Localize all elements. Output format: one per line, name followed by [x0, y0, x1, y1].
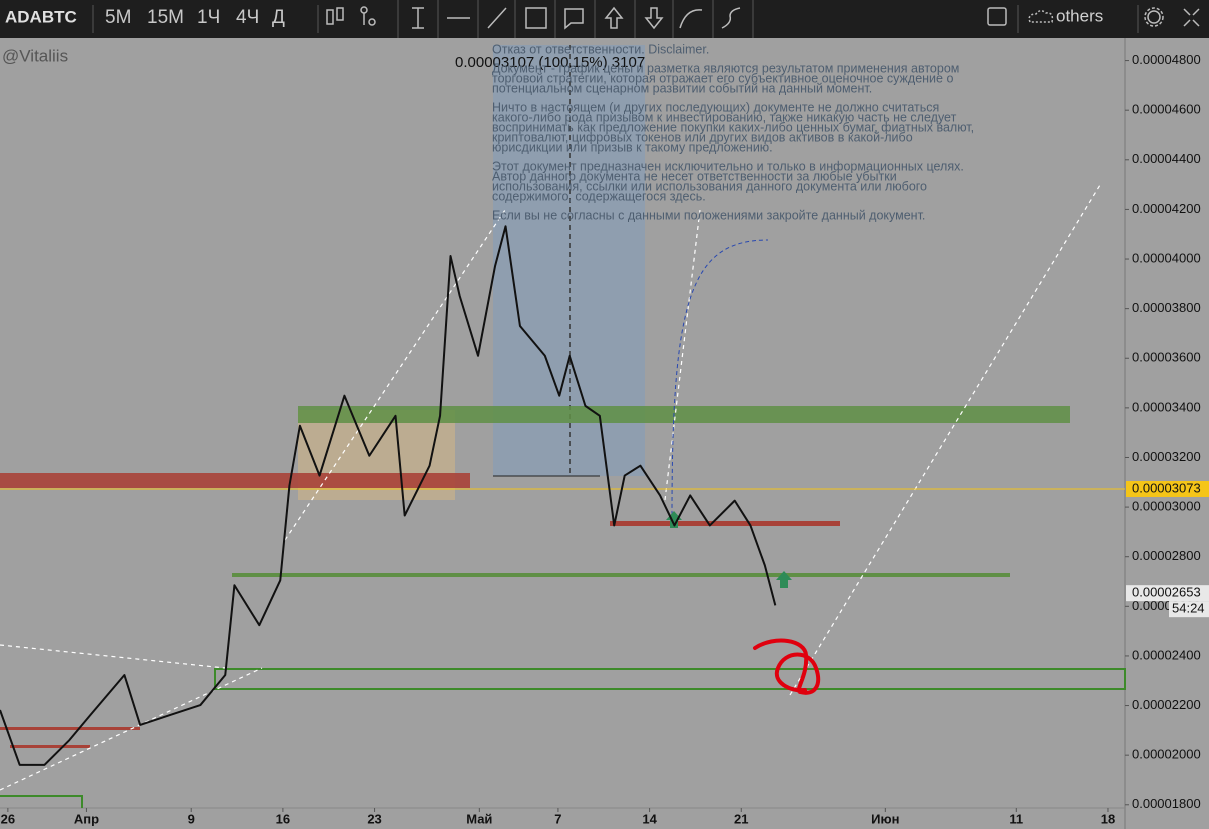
level: [232, 573, 1010, 577]
y-tick-label: 0.00002200: [1132, 697, 1201, 712]
others-button[interactable]: others: [1056, 6, 1103, 25]
zone: [0, 473, 470, 488]
price-label: 0.00003073: [1132, 480, 1201, 495]
trend-line: [664, 209, 701, 501]
y-tick-label: 0.00003600: [1132, 350, 1201, 365]
x-tick-label: 23: [367, 811, 381, 826]
interval[interactable]: Д: [272, 7, 285, 28]
measure-label: 0.00003107 (100.15%) 3107: [455, 54, 645, 71]
y-tick-label: 0.00004400: [1132, 151, 1201, 166]
x-tick-label: 9: [188, 811, 195, 826]
x-tick-label: 11: [1009, 811, 1023, 826]
disclaimer-line: какого-либо рода призывом к инвестирован…: [492, 110, 957, 124]
disclaimer-line: Документ - график цены и разметка являют…: [492, 61, 959, 75]
level: [0, 727, 140, 730]
x-tick-label: 14: [642, 811, 657, 826]
level: [0, 795, 83, 808]
disclaimer-line: Если вы не согласны с данными положениям…: [492, 208, 925, 222]
y-tick-label: 0.00002800: [1132, 548, 1201, 563]
countdown: 54:24: [1172, 601, 1205, 616]
price-line-series: [0, 225, 777, 766]
price-label-box: [1126, 480, 1209, 497]
trend-line: [789, 184, 1101, 696]
y-tick-label: 0.00001800: [1132, 796, 1201, 811]
disclaimer-line: содержимого, содержащегося здесь.: [492, 189, 706, 203]
drawings: [0, 45, 1126, 808]
disclaimer-line: криптовалют, цифровых токенов или других…: [492, 130, 913, 144]
hand-drawing: [753, 638, 821, 695]
arrow-up: [776, 571, 792, 588]
toolbar: [0, 0, 1209, 38]
y-tick-label: 0.00004200: [1132, 201, 1201, 216]
x-tick-label: 7: [554, 811, 561, 826]
y-tick-label: 0.00003800: [1132, 300, 1201, 315]
disclaimer-line: Этот документ предназначен исключительно…: [492, 159, 964, 173]
x-tick-label: 21: [734, 811, 748, 826]
trend-line: [0, 667, 263, 791]
disclaimer-line: потенциальном сценарном развитии событий…: [492, 81, 872, 95]
measure-box: [493, 45, 645, 476]
x-tick-label: 16: [276, 811, 290, 826]
x-tick-label: Май: [466, 811, 492, 826]
interval[interactable]: 5M: [105, 7, 131, 28]
interval[interactable]: 4Ч: [236, 7, 259, 28]
x-tick-label: 18: [1101, 811, 1115, 826]
watermark: @Vitaliis: [2, 46, 68, 65]
countdown-box: [1169, 601, 1209, 618]
price-label: 0.00002653: [1132, 585, 1201, 600]
trend-line: [0, 644, 226, 669]
disclaimer-line: юрисдикции или призыв к такому предложен…: [492, 140, 773, 154]
y-tick-label: 0.00002400: [1132, 647, 1201, 662]
y-tick-label: 0.00002000: [1132, 747, 1201, 762]
y-tick-label: 0.00004600: [1132, 102, 1201, 117]
y-tick-label: 0.00003000: [1132, 499, 1201, 514]
disclaimer-line: воспринимать как предложение покупки как…: [492, 120, 974, 134]
disclaimer-line: Ничто в настоящем (и других последующих)…: [492, 100, 939, 114]
disclaimer-line: Автор данного документа не несет ответст…: [492, 169, 897, 183]
zone: [298, 406, 1070, 423]
symbol[interactable]: ADABTC: [5, 7, 77, 26]
zone: [214, 668, 1126, 690]
interval[interactable]: 15M: [147, 7, 184, 28]
price-label-box: [1126, 585, 1209, 602]
y-tick-label: 0.00003400: [1132, 399, 1201, 414]
x-tick-label: Июн: [871, 811, 899, 826]
y-tick-label: 0.00004800: [1132, 52, 1201, 67]
level: [10, 745, 90, 748]
level: [610, 521, 840, 526]
x-tick-label: Апр: [74, 811, 99, 826]
x-tick-label: 26: [1, 811, 15, 826]
disclaimer-line: использования, ссылки или использования …: [492, 179, 927, 193]
y-tick-label: 0.00004000: [1132, 250, 1201, 265]
toolbar-icons[interactable]: [326, 6, 1200, 30]
arrow-up: [666, 511, 682, 528]
disclaimer-line: торговой стратегии, которая отражает его…: [492, 71, 953, 85]
projection: [671, 239, 769, 516]
y-tick-label: 0.00003200: [1132, 449, 1201, 464]
interval[interactable]: 1Ч: [197, 7, 220, 28]
intervals: 5M 15M 1Ч 4Ч Д: [105, 7, 285, 28]
toolbar-separators: [92, 0, 1139, 38]
disclaimer: Отказ от ответственности. Disclaimer. Док…: [492, 42, 974, 222]
disclaimer-line: Отказ от ответственности. Disclaimer.: [492, 42, 709, 56]
trend-line: [284, 209, 506, 541]
